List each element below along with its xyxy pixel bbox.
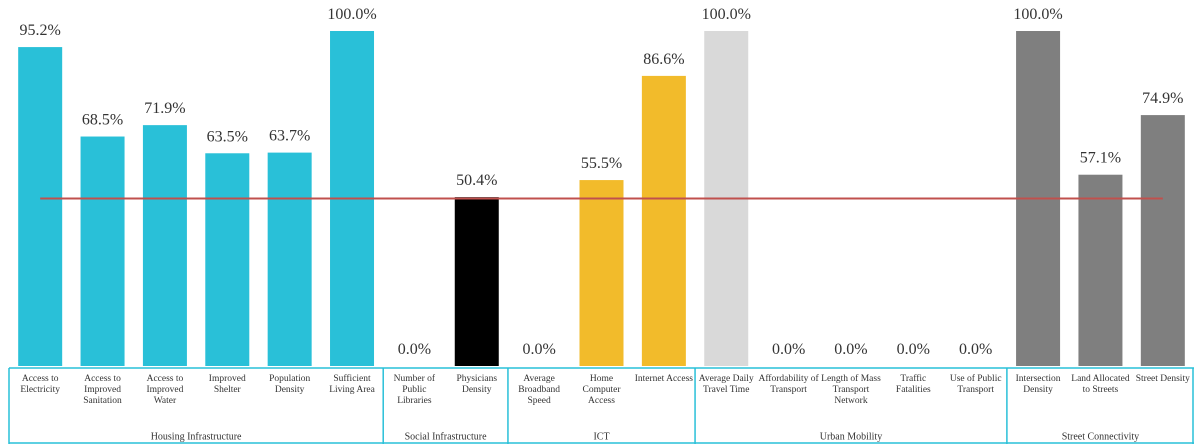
value-label: 71.9% (144, 100, 185, 117)
value-label: 100.0% (702, 6, 751, 23)
bar (18, 47, 63, 367)
x-tick-label: Affordability of Transport (758, 374, 819, 395)
group-label: Street Connectivity (1062, 431, 1140, 442)
x-tick-label: Average Daily Travel Time (698, 374, 754, 395)
x-tick-label: Sufficient Living Area (329, 374, 375, 395)
value-label: 0.0% (398, 341, 431, 358)
value-label: 68.5% (82, 112, 123, 129)
value-label: 0.0% (522, 341, 555, 358)
x-tick-label: Average Broadband Speed (518, 374, 560, 406)
x-tick-label: Improved Shelter (208, 374, 246, 395)
bar (205, 153, 250, 366)
value-label: 0.0% (772, 341, 805, 358)
value-label: 95.2% (20, 22, 61, 39)
x-tick-label: Street Density (1135, 374, 1190, 384)
x-tick-label: Access to Improved Water (146, 374, 184, 406)
bar (579, 180, 624, 366)
x-tick-label: Traffic Fatalities (895, 374, 931, 395)
group-label: Social Infrastructure (405, 431, 487, 442)
value-label: 86.6% (643, 51, 684, 68)
value-label: 0.0% (959, 341, 992, 358)
value-label: 74.9% (1142, 90, 1183, 107)
group-label: Housing Infrastructure (151, 431, 242, 442)
bar (80, 136, 125, 366)
value-label: 63.5% (207, 128, 248, 145)
group-label: ICT (593, 431, 609, 442)
x-tick-label: Land Allocated to Streets (1071, 374, 1130, 395)
value-label: 50.4% (456, 172, 497, 189)
x-tick-label: Length of Mass Transport Network (821, 374, 881, 406)
bar (267, 152, 312, 366)
x-tick-label: Access to Improved Sanitation (83, 374, 122, 406)
x-tick-label: Number of Public Libraries (393, 374, 436, 406)
bar (454, 197, 499, 366)
value-label: 63.7% (269, 128, 310, 145)
x-tick-label: Intersection Density (1015, 374, 1061, 395)
bar (142, 125, 187, 366)
bar (1140, 115, 1185, 367)
x-tick-label: Internet Access (634, 374, 693, 384)
value-label: 0.0% (834, 341, 867, 358)
value-label: 100.0% (1013, 6, 1062, 23)
x-tick-label: Physicians Density (456, 374, 498, 395)
value-label: 0.0% (897, 341, 930, 358)
bar (1078, 174, 1123, 366)
value-label: 55.5% (581, 155, 622, 172)
value-label: 100.0% (327, 6, 376, 23)
value-label: 57.1% (1080, 150, 1121, 167)
x-tick-label: Access to Electricity (20, 374, 60, 395)
x-tick-label: Home Computer Access (582, 374, 621, 406)
x-tick-label: Use of Public Transport (949, 374, 1002, 395)
bar (641, 75, 686, 366)
x-tick-label: Population Density (269, 374, 311, 395)
group-label: Urban Mobility (820, 431, 883, 442)
